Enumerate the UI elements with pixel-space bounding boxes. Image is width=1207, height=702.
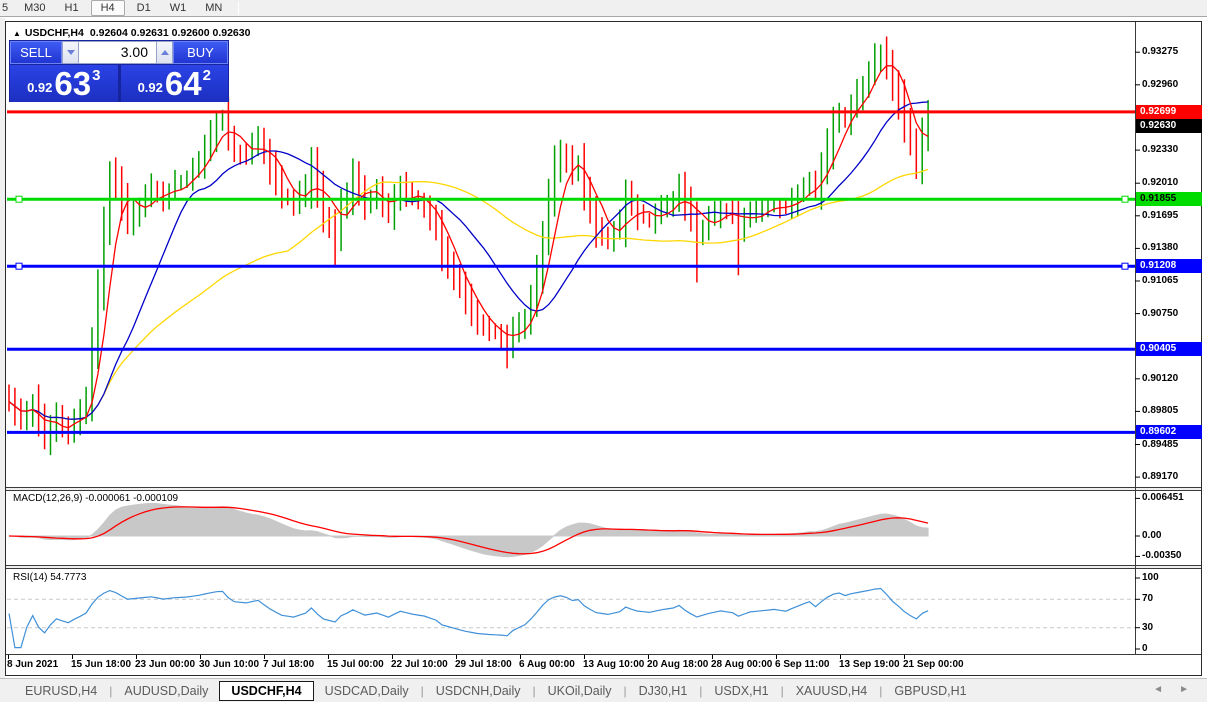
chart-tab-ukoil-daily[interactable]: UKOil,Daily bbox=[547, 683, 612, 698]
timeframe-button-5[interactable]: 5 bbox=[2, 2, 9, 14]
rsi-indicator-label: RSI(14) 54.7773 bbox=[13, 572, 87, 583]
timeframe-button-m30[interactable]: M30 bbox=[24, 2, 46, 14]
price-tick-label: 0.91695 bbox=[1142, 210, 1179, 221]
time-tick-label: 23 Jun 00:00 bbox=[135, 659, 196, 670]
collapse-triangle-icon: ▲ bbox=[13, 29, 21, 38]
timeframe-button-mn[interactable]: MN bbox=[205, 2, 223, 14]
buy-price-pipette: 2 bbox=[202, 67, 211, 84]
timeframe-button-d1[interactable]: D1 bbox=[136, 2, 151, 14]
chart-title: ▲ USDCHF,H4 0.92604 0.92631 0.92600 0.9263… bbox=[13, 27, 250, 39]
time-tick-label: 6 Aug 00:00 bbox=[519, 659, 575, 670]
time-tick-label: 30 Jun 10:00 bbox=[199, 659, 260, 670]
tab-separator: | bbox=[699, 683, 703, 698]
rsi-tick-label: 30 bbox=[1142, 622, 1154, 633]
buy-price-display[interactable]: 0.92 64 2 bbox=[120, 65, 228, 102]
time-tick-label: 29 Jul 18:00 bbox=[455, 659, 512, 670]
tab-separator: | bbox=[879, 683, 883, 698]
price-tick-label: 0.89485 bbox=[1142, 439, 1179, 450]
sell-price-prefix: 0.92 bbox=[27, 80, 53, 95]
tab-separator: | bbox=[780, 683, 784, 698]
price-line-tag: 0.92699 bbox=[1136, 105, 1202, 119]
price-tick-label: 0.92330 bbox=[1142, 144, 1179, 155]
time-tick-label: 22 Jul 10:00 bbox=[391, 659, 448, 670]
triangle-up-icon bbox=[160, 50, 169, 55]
price-tick-label: 0.90750 bbox=[1142, 308, 1179, 319]
time-tick-label: 20 Aug 18:00 bbox=[647, 659, 709, 670]
time-tick-label: 13 Aug 10:00 bbox=[583, 659, 645, 670]
sell-price-pipette: 3 bbox=[92, 67, 101, 84]
chart-tab-usdx-h1[interactable]: USDX,H1 bbox=[714, 683, 769, 698]
price-tick-label: 0.89170 bbox=[1142, 471, 1179, 482]
sell-price-display[interactable]: 0.92 63 3 bbox=[10, 65, 118, 102]
one-click-trading-panel: SELL 3.00 BUY 0.92 63 3 0.92 64 2 bbox=[9, 40, 229, 102]
trade-panel-top-row: SELL 3.00 BUY bbox=[10, 41, 228, 64]
time-tick-label: 15 Jun 18:00 bbox=[71, 659, 132, 670]
time-tick-label: 15 Jul 00:00 bbox=[327, 659, 384, 670]
chart-ohlc-values: 0.92604 0.92631 0.92600 0.92630 bbox=[89, 27, 251, 39]
timeframe-toolbar: 5 M30 H1 H4 D1 W1 MN bbox=[0, 0, 1207, 17]
time-tick-label: 21 Sep 00:00 bbox=[903, 659, 964, 670]
price-tick-label: 0.91380 bbox=[1142, 242, 1179, 253]
time-tick-label: 6 Sep 11:00 bbox=[775, 659, 830, 670]
volume-increase-button[interactable] bbox=[156, 41, 173, 64]
current-price-tag: 0.92630 bbox=[1136, 119, 1202, 133]
buy-price-prefix: 0.92 bbox=[137, 80, 163, 95]
price-line-tag: 0.91208 bbox=[1136, 259, 1202, 273]
chart-tab-audusd-daily[interactable]: AUDUSD,Daily bbox=[124, 683, 209, 698]
tab-separator: | bbox=[109, 683, 113, 698]
chart-tab-xauusd-h4[interactable]: XAUUSD,H4 bbox=[795, 683, 868, 698]
volume-input[interactable]: 3.00 bbox=[79, 41, 156, 64]
buy-price-big-digits: 64 bbox=[164, 65, 202, 102]
price-tick-label: 0.92010 bbox=[1142, 177, 1179, 188]
macd-indicator-label: MACD(12,26,9) -0.000061 -0.000109 bbox=[13, 493, 179, 504]
tab-separator: | bbox=[623, 683, 627, 698]
timeframe-button-h1[interactable]: H1 bbox=[64, 2, 79, 14]
volume-decrease-button[interactable] bbox=[62, 41, 79, 64]
chart-tab-usdcnh-daily[interactable]: USDCNH,Daily bbox=[435, 683, 521, 698]
timeframe-button-h4[interactable]: H4 bbox=[90, 0, 125, 16]
chart-tab-dj30-h1[interactable]: DJ30,H1 bbox=[638, 683, 688, 698]
left-gutter bbox=[0, 18, 5, 678]
chart-tab-gbpusd-h1[interactable]: GBPUSD,H1 bbox=[894, 683, 967, 698]
sell-price-big-digits: 63 bbox=[54, 65, 92, 102]
price-line-tag: 0.91855 bbox=[1136, 192, 1202, 206]
price-tick-label: 0.93275 bbox=[1142, 46, 1179, 57]
chart-tab-usdchf-h4[interactable]: USDCHF,H4 bbox=[219, 680, 314, 701]
price-tick-label: 0.91065 bbox=[1142, 275, 1179, 286]
time-tick-label: 13 Sep 19:00 bbox=[839, 659, 900, 670]
macd-tick-label: -0.00350 bbox=[1142, 550, 1182, 561]
chart-tab-bar: EURUSD,H4 | AUDUSD,Daily USDCHF,H4 USDCAD,Da… bbox=[0, 678, 1207, 702]
macd-tick-label: 0.00 bbox=[1142, 530, 1162, 541]
time-tick-label: 8 Jun 2021 bbox=[7, 659, 59, 670]
rsi-tick-label: 0 bbox=[1142, 643, 1148, 654]
timeframe-button-w1[interactable]: W1 bbox=[169, 2, 187, 14]
toolbar-separator bbox=[238, 1, 240, 15]
price-chart-svg bbox=[6, 22, 1201, 659]
price-tick-label: 0.89805 bbox=[1142, 405, 1179, 416]
chart-tab-usdcad-daily[interactable]: USDCAD,Daily bbox=[324, 683, 409, 698]
macd-tick-label: 0.006451 bbox=[1142, 492, 1184, 503]
triangle-down-icon bbox=[66, 50, 75, 55]
tab-separator: | bbox=[420, 683, 424, 698]
trade-panel-price-row: 0.92 63 3 0.92 64 2 bbox=[10, 65, 228, 102]
price-line-tag: 0.89602 bbox=[1136, 425, 1202, 439]
sell-button[interactable]: SELL bbox=[10, 41, 62, 64]
buy-button[interactable]: BUY bbox=[173, 41, 228, 64]
price-tick-label: 0.92960 bbox=[1142, 79, 1179, 90]
tab-scroll-right-icon[interactable]: ► bbox=[1179, 684, 1189, 695]
chart-symbol-label: USDCHF,H4 bbox=[24, 27, 84, 39]
tab-scroll-left-icon[interactable]: ◄ bbox=[1153, 684, 1163, 695]
time-tick-label: 28 Aug 00:00 bbox=[711, 659, 773, 670]
time-tick-label: 7 Jul 18:00 bbox=[263, 659, 315, 670]
tab-separator: | bbox=[532, 683, 536, 698]
chart-window: ▲ USDCHF,H4 0.92604 0.92631 0.92600 0.9263… bbox=[5, 21, 1202, 676]
price-line-tag: 0.90405 bbox=[1136, 342, 1202, 356]
price-tick-label: 0.90120 bbox=[1142, 373, 1179, 384]
rsi-tick-label: 100 bbox=[1142, 572, 1159, 583]
chart-tab-eurusd-h4[interactable]: EURUSD,H4 bbox=[25, 683, 98, 698]
rsi-tick-label: 70 bbox=[1142, 593, 1154, 604]
